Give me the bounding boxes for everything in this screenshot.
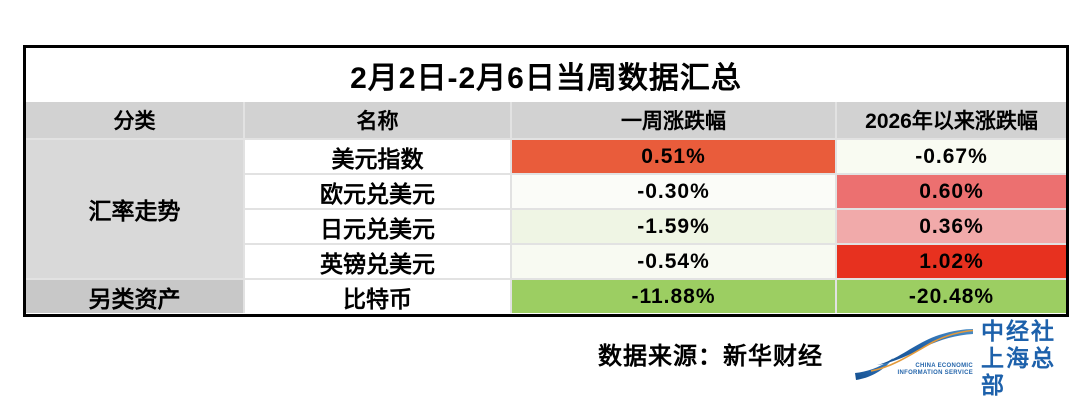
- category-alternative-assets: 另类资产: [26, 280, 243, 313]
- row-week-gbpusd: -0.54%: [512, 245, 835, 278]
- ceis-name-en: CHINA ECONOMIC INFORMATION SERVICE: [897, 363, 973, 376]
- table-title: 2月2日-2月6日当周数据汇总: [350, 62, 742, 95]
- data-grid: 分类 名称 一周涨跌幅 2026年以来涨跌幅 汇率走势 另类资产 美元指数 0.…: [26, 102, 1066, 313]
- row-name-usd-index: 美元指数: [245, 140, 510, 173]
- row-week-usd-index: 0.51%: [512, 140, 835, 173]
- header-category: 分类: [26, 102, 243, 138]
- row-week-bitcoin: -11.88%: [512, 280, 835, 313]
- row-name-jpyusd: 日元兑美元: [245, 210, 510, 243]
- row-name-gbpusd: 英镑兑美元: [245, 245, 510, 278]
- category-fx-trend: 汇率走势: [26, 140, 243, 278]
- row-ytd-eurusd: 0.60%: [837, 175, 1066, 208]
- ceis-name-cn-line2: 上海总部: [981, 344, 1056, 398]
- row-week-jpyusd: -1.59%: [512, 210, 835, 243]
- ceis-logo: CHINA ECONOMIC INFORMATION SERVICE 中经社 上…: [853, 318, 1063, 398]
- header-week-change: 一周涨跌幅: [512, 102, 835, 138]
- weekly-data-table: 2月2日-2月6日当周数据汇总 分类 名称 一周涨跌幅 2026年以来涨跌幅 汇…: [23, 45, 1069, 317]
- row-name-bitcoin: 比特币: [245, 280, 510, 313]
- ceis-name-cn-line1: 中经社: [981, 317, 1056, 344]
- row-week-eurusd: -0.30%: [512, 175, 835, 208]
- row-name-eurusd: 欧元兑美元: [245, 175, 510, 208]
- row-ytd-bitcoin: -20.48%: [837, 280, 1066, 313]
- row-ytd-jpyusd: 0.36%: [837, 210, 1066, 243]
- header-name: 名称: [245, 102, 510, 138]
- ceis-swoosh-icon: CHINA ECONOMIC INFORMATION SERVICE: [853, 327, 975, 389]
- row-ytd-gbpusd: 1.02%: [837, 245, 1066, 278]
- header-ytd-change: 2026年以来涨跌幅: [837, 102, 1066, 138]
- ceis-name-cn: 中经社 上海总部: [981, 318, 1063, 399]
- row-ytd-usd-index: -0.67%: [837, 140, 1066, 173]
- data-source-label: 数据来源：新华财经: [598, 343, 823, 370]
